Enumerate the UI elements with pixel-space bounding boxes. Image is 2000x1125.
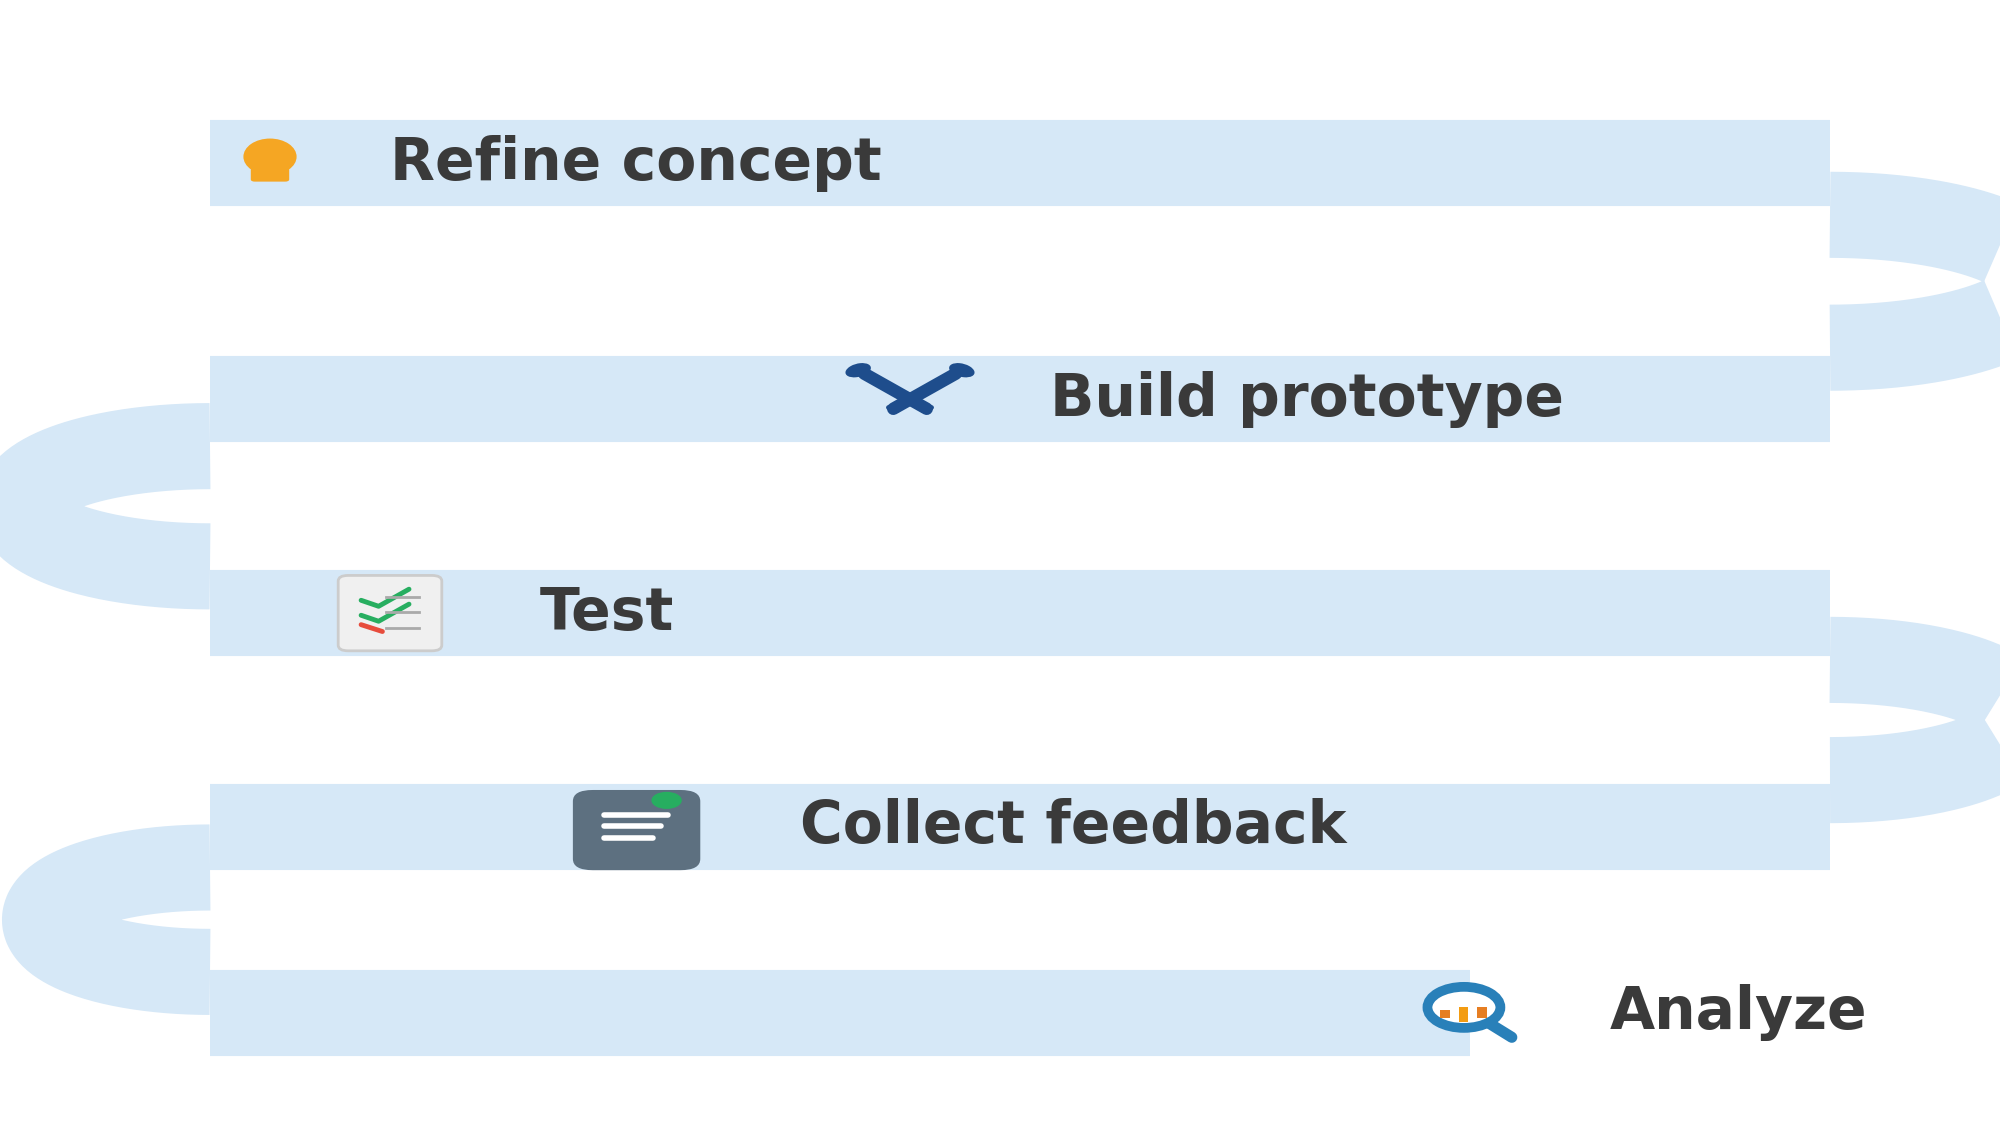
FancyBboxPatch shape [1458,1007,1468,1022]
Ellipse shape [886,405,900,413]
Ellipse shape [244,138,296,174]
Circle shape [1428,987,1500,1028]
Text: Refine concept: Refine concept [390,135,882,191]
FancyBboxPatch shape [338,575,442,650]
Ellipse shape [950,363,974,377]
FancyBboxPatch shape [572,790,700,871]
FancyBboxPatch shape [1476,1007,1486,1018]
Text: Collect feedback: Collect feedback [800,799,1346,855]
FancyBboxPatch shape [250,168,290,181]
Text: Analyze: Analyze [1610,984,1868,1041]
Ellipse shape [920,405,934,413]
Ellipse shape [846,363,870,377]
Text: Build prototype: Build prototype [1050,371,1564,428]
FancyBboxPatch shape [1440,1010,1450,1018]
Ellipse shape [264,173,276,178]
Text: Test: Test [540,585,674,641]
Circle shape [652,792,682,809]
